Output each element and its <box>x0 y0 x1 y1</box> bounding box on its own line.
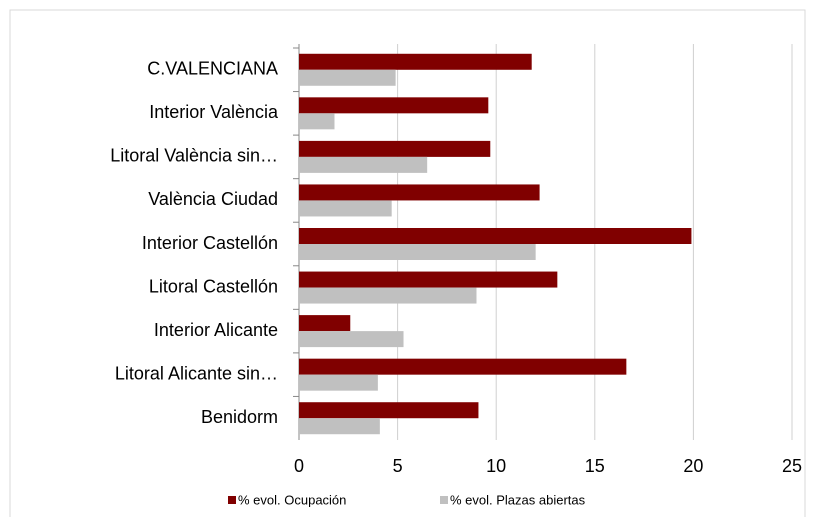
y-tick-label: València Ciudad <box>148 189 278 209</box>
y-tick-label: Litoral Castellón <box>149 276 278 296</box>
bar <box>299 358 627 375</box>
bar <box>299 418 380 435</box>
x-tick-label: 15 <box>585 456 605 476</box>
bar <box>299 374 378 391</box>
legend-swatch <box>440 496 448 504</box>
bar <box>299 228 692 244</box>
chart-border <box>9 9 806 517</box>
y-tick-label: Benidorm <box>201 407 278 427</box>
bar <box>299 244 536 260</box>
bar <box>299 113 335 130</box>
x-tick-label: 20 <box>683 456 703 476</box>
bar <box>299 140 491 157</box>
bar <box>299 184 540 201</box>
bar <box>299 53 532 70</box>
bar <box>299 97 489 114</box>
x-tick-label: 25 <box>782 456 802 476</box>
y-tick-label: Interior Alicante <box>154 320 278 340</box>
y-tick-label: Litoral València sin… <box>110 146 278 166</box>
y-tick-label: C.VALENCIANA <box>147 59 278 79</box>
y-tick-label: Litoral Alicante sin… <box>115 363 278 383</box>
bar <box>299 271 558 288</box>
bar <box>299 315 351 332</box>
bar <box>299 287 477 304</box>
legend-swatch <box>228 496 236 504</box>
y-tick-label: Interior València <box>149 102 279 122</box>
bar <box>299 156 428 173</box>
x-tick-label: 10 <box>486 456 506 476</box>
legend-label: % evol. Plazas abiertas <box>450 492 586 507</box>
bar <box>299 200 392 217</box>
x-tick-label: 5 <box>393 456 403 476</box>
bar <box>299 331 404 348</box>
legend-label: % evol. Ocupación <box>238 492 346 507</box>
bar <box>299 402 479 419</box>
bar <box>299 69 396 86</box>
y-tick-label: Interior Castellón <box>142 233 278 253</box>
x-tick-label: 0 <box>294 456 304 476</box>
